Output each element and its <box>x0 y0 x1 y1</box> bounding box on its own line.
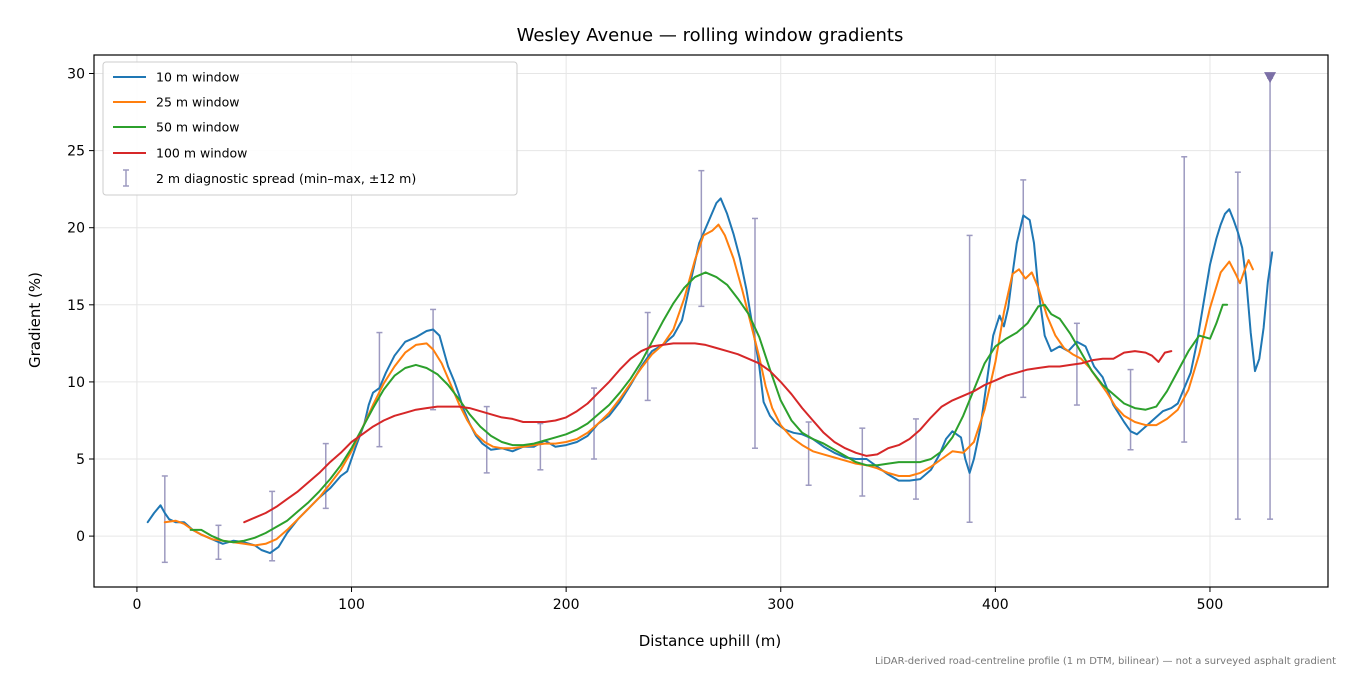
spread-bar <box>805 421 812 486</box>
y-tick-label: 10 <box>67 375 85 391</box>
x-tick-label: 200 <box>553 597 580 613</box>
legend-label-50m: 50 m window <box>156 120 239 135</box>
x-tick-label: 100 <box>338 597 365 613</box>
spread-bar <box>751 217 758 449</box>
x-tick-label: 400 <box>982 597 1009 613</box>
y-tick-label: 20 <box>67 221 85 237</box>
spread-bar <box>1267 77 1274 520</box>
x-tick-label: 300 <box>767 597 794 613</box>
spread-bar <box>376 331 383 448</box>
y-tick-label: 5 <box>76 452 85 468</box>
legend-label-spread: 2 m diagnostic spread (min–max, ±12 m) <box>156 171 416 186</box>
axis-ticks: 0 100 200 300 400 500 0 5 10 15 20 25 30 <box>67 67 1223 613</box>
spread-bar <box>322 442 329 510</box>
series-line-50m <box>189 271 1229 544</box>
x-axis-label: Distance uphill (m) <box>639 632 781 650</box>
legend: 10 m window 25 m window 50 m window 100 … <box>102 61 518 196</box>
x-tick-label: 0 <box>132 597 141 613</box>
plot-frame <box>93 54 1329 588</box>
legend-label-100m: 100 m window <box>156 146 247 161</box>
y-tick-label: 30 <box>67 67 85 83</box>
spread-bar <box>161 475 168 564</box>
spread-bar <box>591 387 598 460</box>
spread-bar <box>1127 368 1134 451</box>
spread-bar <box>1020 179 1027 399</box>
legend-label-10m: 10 m window <box>156 70 239 85</box>
spread-bar <box>1181 156 1188 443</box>
spread-bar <box>859 427 866 497</box>
y-axis-label: Gradient (%) <box>26 272 44 368</box>
y-tick-label: 25 <box>67 144 85 160</box>
diagnostic-spread-bars <box>161 72 1277 564</box>
chart-title: Wesley Avenue — rolling window gradients <box>517 25 904 46</box>
spread-bar <box>483 405 490 474</box>
off-scale-marker <box>1264 72 1277 84</box>
spread-bar <box>430 308 437 411</box>
spread-bar <box>537 422 544 471</box>
series-lines <box>146 197 1274 555</box>
legend-label-25m: 25 m window <box>156 95 239 110</box>
x-tick-label: 500 <box>1197 597 1224 613</box>
legend-swatch-spread <box>123 169 129 187</box>
spread-bar <box>269 490 276 562</box>
y-tick-label: 0 <box>76 529 85 545</box>
y-tick-label: 15 <box>67 298 85 314</box>
series-line-10m <box>146 197 1274 555</box>
series-line-25m <box>163 223 1254 547</box>
spread-bar <box>966 234 973 523</box>
footnote: LiDAR-derived road-centreline profile (1… <box>875 656 1336 667</box>
series-line-100m <box>243 342 1173 524</box>
legend-box <box>102 61 518 196</box>
